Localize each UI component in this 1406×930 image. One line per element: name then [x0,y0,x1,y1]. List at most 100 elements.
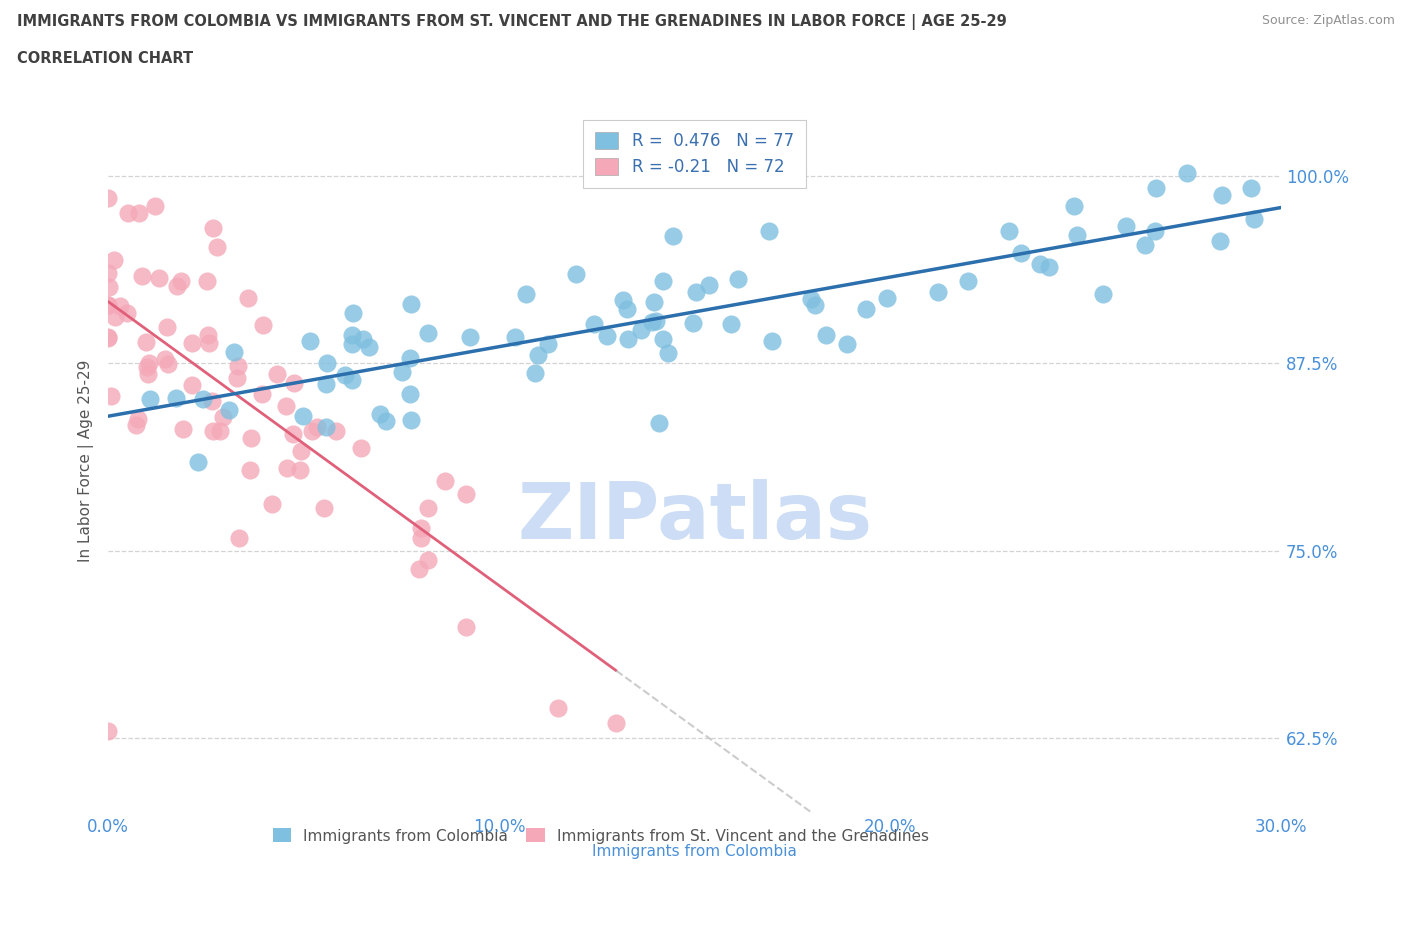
Point [315,355,337,370]
Point [97,191,120,206]
Point [205,240,228,255]
Point [325,424,347,439]
Point [855,301,877,316]
Point [180,336,202,351]
Point [1175,166,1198,180]
Point [100,389,122,404]
Point [301,424,323,439]
Point [1135,237,1157,252]
Point [409,520,432,535]
Point [1240,181,1263,196]
Point [193,392,215,406]
Point [800,292,823,307]
Point [352,332,374,347]
Point [342,373,364,388]
Point [368,406,391,421]
Point [202,423,225,438]
Point [314,500,336,515]
Point [138,392,160,406]
Point [340,337,363,352]
Text: CORRELATION CHART: CORRELATION CHART [17,51,193,66]
Point [411,531,433,546]
Point [523,365,546,380]
Point [283,376,305,391]
Point [515,286,537,301]
Text: ZIPatlas: ZIPatlas [517,479,872,555]
Point [616,302,638,317]
Point [837,336,859,351]
Point [125,418,148,432]
Point [291,408,314,423]
Point [617,331,640,346]
Point [398,351,420,365]
Point [1063,198,1085,213]
Point [1209,233,1232,248]
Point [661,229,683,244]
Point [1092,286,1115,301]
Point [117,206,139,220]
Point [1115,219,1137,233]
Point [260,497,283,512]
Point [136,360,159,375]
Point [172,421,194,436]
Point [97,298,120,312]
Point [1211,188,1233,203]
Point [187,454,209,469]
Point [804,298,827,312]
Point [148,271,170,286]
Point [391,364,413,379]
Point [565,267,588,282]
Point [547,700,569,715]
Point [226,371,249,386]
Point [305,420,328,435]
Point [281,427,304,442]
Point [135,335,157,350]
Point [198,335,221,350]
Point [212,409,235,424]
Point [97,330,120,345]
Point [454,619,477,634]
Point [682,315,704,330]
Point [1029,257,1052,272]
Point [761,334,783,349]
Point [299,334,322,349]
Point [97,298,120,312]
Point [166,279,188,294]
Point [97,330,120,345]
Point [644,313,666,328]
Point [97,280,120,295]
Point [138,356,160,371]
Point [454,486,477,501]
Point [315,377,337,392]
X-axis label: Immigrants from Colombia: Immigrants from Colombia [592,844,797,859]
Point [143,198,166,213]
Point [136,366,159,381]
Point [335,368,357,383]
Point [226,358,249,373]
Point [104,309,127,324]
Point [156,320,179,335]
Legend: Immigrants from Colombia, Immigrants from St. Vincent and the Grenadines: Immigrants from Colombia, Immigrants fro… [264,821,936,851]
Point [197,327,219,342]
Point [697,278,720,293]
Point [342,306,364,321]
Point [727,272,749,286]
Point [239,462,262,477]
Point [876,290,898,305]
Point [252,317,274,332]
Point [408,562,430,577]
Point [315,419,337,434]
Point [239,431,262,445]
Point [374,414,396,429]
Point [458,330,481,345]
Text: IMMIGRANTS FROM COLOMBIA VS IMMIGRANTS FROM ST. VINCENT AND THE GRENADINES IN LA: IMMIGRANTS FROM COLOMBIA VS IMMIGRANTS F… [17,14,1007,30]
Point [201,220,224,235]
Point [97,723,120,737]
Point [582,316,605,331]
Point [651,274,673,289]
Point [1243,211,1265,226]
Point [201,394,224,409]
Point [290,444,312,458]
Point [956,273,979,288]
Point [685,285,707,299]
